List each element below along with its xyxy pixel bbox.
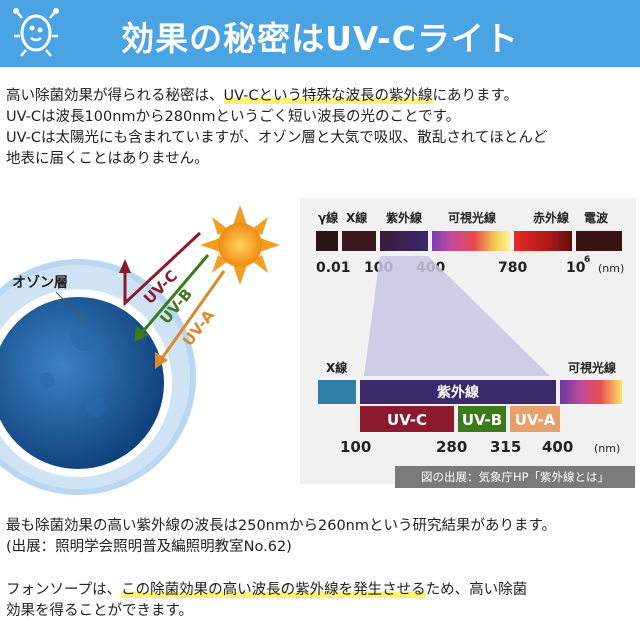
- label-visible: 可視光線: [448, 210, 496, 225]
- label-gamma: γ線: [318, 210, 338, 225]
- closing-highlight: この除菌効果の高い波長の紫外線を発生させる: [121, 582, 426, 598]
- page-header: 効果の秘密はUV-Cライト: [0, 0, 640, 67]
- ozone-label: オゾン層: [12, 274, 68, 291]
- band-visible: [432, 231, 510, 251]
- uv-b-ray: [134, 254, 210, 342]
- intro-highlight: UV-Cという特殊な波長の紫外線: [223, 88, 433, 104]
- tick-top-3: 780: [498, 260, 527, 276]
- closing-line-1: フォンソープは、この除菌効果の高い波長の紫外線を発生させるため、高い除菌: [6, 582, 528, 598]
- sun-icon: [200, 205, 280, 285]
- earth-globe: [0, 297, 164, 469]
- germ-icon: [13, 8, 59, 57]
- band-uv-c-label: UV-C: [387, 411, 427, 429]
- page-title: 効果の秘密はUV-Cライト: [121, 19, 519, 58]
- band-gamma: [316, 231, 338, 251]
- band-xray: [342, 231, 376, 251]
- uv-c-ray: [119, 231, 202, 307]
- label-bottom-xray: X線: [326, 360, 347, 375]
- label-radio: 電波: [584, 210, 609, 225]
- tick-bottom-1: 280: [436, 438, 467, 456]
- bottom-band-uv: [360, 380, 556, 404]
- top-unit: (nm): [598, 262, 624, 275]
- bottom-unit: (nm): [594, 442, 620, 455]
- tick-top-4: 10: [566, 260, 586, 276]
- label-bottom-visible: 可視光線: [568, 360, 616, 375]
- tick-top-superscript: 6: [584, 255, 590, 265]
- label-infrared: 赤外線: [533, 210, 569, 225]
- research-line-2: (出展：照明学会照明普及編照明教室No.62): [6, 539, 292, 555]
- band-uv-c: [360, 406, 454, 432]
- band-infrared: [514, 231, 572, 251]
- band-uv: [380, 231, 428, 251]
- uv-a-ray: [155, 270, 226, 369]
- intro-line-4: 地表に届くことはありません。: [6, 151, 209, 167]
- band-uv-a: [510, 406, 560, 432]
- tick-bottom-2: 315: [490, 438, 521, 456]
- intro-line-1: 高い除菌効果が得られる秘密は、UV-Cという特殊な波長の紫外線にあります。: [6, 88, 519, 104]
- band-uv-a-label: UV-A: [515, 411, 556, 429]
- intro-line-3: UV-Cは太陽光にも含まれていますが、オゾン層と大気で吸収、散乱されてほとんど: [6, 130, 548, 146]
- band-uv-b-label: UV-B: [462, 411, 502, 429]
- label-xray: X線: [346, 210, 367, 225]
- tick-top-0: 0.01: [316, 260, 351, 276]
- band-radio: [576, 231, 622, 251]
- intro-line-2: UV-Cは波長100nmから280nmというごく短い波長の光のことです。: [6, 109, 461, 125]
- closing-line-2: 効果を得ることができます。: [6, 603, 194, 619]
- band-uv-b: [458, 406, 506, 432]
- earth-ozone-diagram: オゾン層 UV-C UV-B UV-A: [0, 205, 280, 495]
- source-badge: 図の出展：気象庁HP「紫外線とは」: [395, 466, 635, 488]
- spectrum-diagram: γ線 X線 紫外線 可視光線 赤外線 電波 0.01 100 400 780 1…: [300, 198, 636, 484]
- tick-bottom-0: 100: [340, 438, 371, 456]
- label-bottom-uv: 紫外線: [437, 384, 479, 401]
- tick-bottom-3: 400: [542, 438, 573, 456]
- bottom-band-visible: [560, 380, 622, 404]
- bottom-band-xray: [318, 380, 356, 404]
- zoom-trapezoid: [364, 256, 550, 376]
- research-line-1: 最も除菌効果の高い紫外線の波長は250nmから260nmという研究結果があります…: [6, 518, 557, 534]
- label-uv: 紫外線: [386, 210, 422, 225]
